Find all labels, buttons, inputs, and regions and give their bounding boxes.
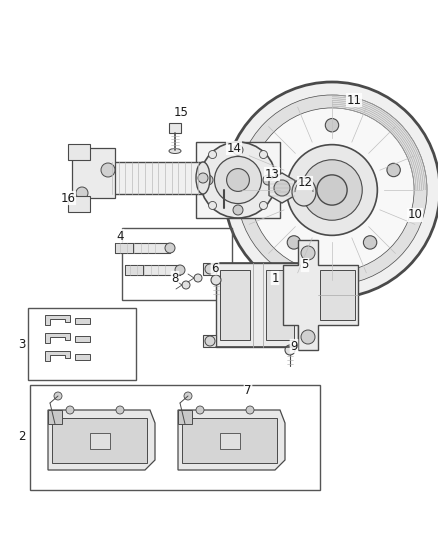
Polygon shape bbox=[45, 333, 70, 343]
Circle shape bbox=[226, 168, 249, 191]
Circle shape bbox=[208, 201, 216, 209]
Polygon shape bbox=[48, 410, 155, 470]
Bar bbox=[115, 243, 170, 253]
Circle shape bbox=[287, 236, 300, 249]
Text: 6: 6 bbox=[211, 262, 219, 274]
Polygon shape bbox=[75, 336, 90, 342]
Polygon shape bbox=[196, 142, 280, 218]
Polygon shape bbox=[216, 263, 298, 347]
Text: 4: 4 bbox=[116, 230, 124, 243]
Circle shape bbox=[211, 275, 221, 285]
Text: 9: 9 bbox=[290, 340, 298, 352]
Circle shape bbox=[233, 145, 243, 155]
Circle shape bbox=[182, 281, 190, 289]
Bar bbox=[52, 418, 147, 463]
Circle shape bbox=[215, 157, 261, 204]
Text: 10: 10 bbox=[408, 208, 422, 222]
Circle shape bbox=[200, 142, 276, 218]
Polygon shape bbox=[269, 173, 295, 203]
Text: 8: 8 bbox=[171, 271, 179, 285]
Bar bbox=[108, 162, 203, 194]
Polygon shape bbox=[72, 148, 115, 198]
Circle shape bbox=[259, 201, 268, 209]
Text: 7: 7 bbox=[244, 384, 252, 397]
Polygon shape bbox=[266, 270, 294, 340]
Circle shape bbox=[237, 95, 427, 285]
Polygon shape bbox=[203, 263, 216, 275]
Text: 1: 1 bbox=[271, 271, 279, 285]
Text: 11: 11 bbox=[346, 93, 361, 107]
Text: 5: 5 bbox=[301, 259, 309, 271]
Bar bbox=[122, 228, 232, 300]
Circle shape bbox=[76, 147, 88, 159]
Polygon shape bbox=[68, 144, 90, 160]
Circle shape bbox=[233, 205, 243, 215]
Circle shape bbox=[387, 163, 400, 176]
Circle shape bbox=[364, 236, 377, 249]
Bar bbox=[320, 270, 355, 320]
Bar bbox=[90, 433, 110, 449]
Bar bbox=[125, 265, 143, 275]
Circle shape bbox=[264, 163, 277, 176]
Circle shape bbox=[194, 274, 202, 282]
Text: 12: 12 bbox=[297, 176, 312, 190]
Ellipse shape bbox=[169, 149, 181, 154]
Circle shape bbox=[246, 406, 254, 414]
Text: 2: 2 bbox=[18, 431, 26, 443]
Circle shape bbox=[184, 392, 192, 400]
Text: 16: 16 bbox=[60, 191, 75, 205]
Bar bbox=[30, 385, 320, 490]
Text: 15: 15 bbox=[173, 106, 188, 118]
Ellipse shape bbox=[165, 243, 175, 253]
Ellipse shape bbox=[196, 162, 210, 194]
Circle shape bbox=[205, 264, 215, 274]
Circle shape bbox=[286, 144, 378, 236]
Polygon shape bbox=[169, 123, 181, 133]
Circle shape bbox=[203, 175, 213, 185]
Circle shape bbox=[274, 180, 290, 196]
Circle shape bbox=[325, 118, 339, 132]
Circle shape bbox=[54, 392, 62, 400]
Circle shape bbox=[76, 187, 88, 199]
Polygon shape bbox=[75, 354, 90, 360]
Circle shape bbox=[208, 150, 216, 158]
Text: 13: 13 bbox=[265, 167, 279, 181]
Circle shape bbox=[302, 160, 362, 220]
Circle shape bbox=[263, 175, 273, 185]
Ellipse shape bbox=[175, 265, 185, 275]
Circle shape bbox=[224, 82, 438, 298]
Bar bbox=[125, 265, 180, 275]
Polygon shape bbox=[178, 410, 285, 470]
Polygon shape bbox=[45, 315, 70, 325]
Bar bbox=[48, 410, 62, 424]
Text: 14: 14 bbox=[226, 141, 241, 155]
Polygon shape bbox=[220, 270, 250, 340]
Circle shape bbox=[116, 406, 124, 414]
Bar bbox=[115, 243, 133, 253]
Bar bbox=[28, 308, 136, 380]
Circle shape bbox=[66, 406, 74, 414]
Polygon shape bbox=[45, 351, 70, 361]
Circle shape bbox=[259, 150, 268, 158]
Polygon shape bbox=[68, 196, 90, 212]
Circle shape bbox=[198, 173, 208, 183]
Bar bbox=[182, 418, 277, 463]
Bar bbox=[220, 433, 240, 449]
Bar bbox=[178, 410, 192, 424]
Circle shape bbox=[301, 246, 315, 260]
Polygon shape bbox=[75, 318, 90, 324]
Polygon shape bbox=[283, 240, 358, 350]
Circle shape bbox=[317, 175, 347, 205]
Circle shape bbox=[196, 406, 204, 414]
Ellipse shape bbox=[292, 178, 316, 206]
Circle shape bbox=[285, 345, 295, 355]
Circle shape bbox=[205, 336, 215, 346]
Circle shape bbox=[101, 163, 115, 177]
Polygon shape bbox=[203, 335, 216, 347]
Text: 3: 3 bbox=[18, 338, 26, 351]
Circle shape bbox=[250, 108, 414, 272]
Circle shape bbox=[301, 330, 315, 344]
